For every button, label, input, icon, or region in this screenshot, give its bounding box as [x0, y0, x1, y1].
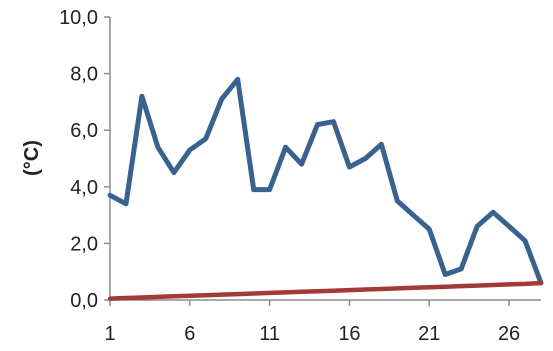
y-tick-label: 2,0	[70, 233, 98, 255]
y-tick-label: 10,0	[59, 7, 98, 29]
x-tick-label: 26	[498, 323, 520, 345]
y-axis-title: (°C)	[21, 140, 43, 176]
series-line-2	[107, 280, 544, 301]
y-tick-label: 4,0	[70, 177, 98, 199]
x-tick-label: 21	[418, 323, 440, 345]
y-tick-label: 8,0	[70, 64, 98, 86]
x-tick-label: 1	[104, 323, 115, 345]
y-tick-label: 0,0	[70, 290, 98, 312]
y-tick-label: 6,0	[70, 120, 98, 142]
y-ticks: 0,0 2,0 4,0 6,0 8,0 10,0	[59, 7, 110, 312]
x-ticks: 1 6 11 16 21 26	[104, 300, 520, 345]
x-tick-label: 16	[338, 323, 360, 345]
x-tick-label: 6	[184, 323, 195, 345]
series-line-1	[107, 76, 544, 286]
x-tick-label: 11	[259, 323, 280, 345]
series-layer	[107, 76, 544, 301]
